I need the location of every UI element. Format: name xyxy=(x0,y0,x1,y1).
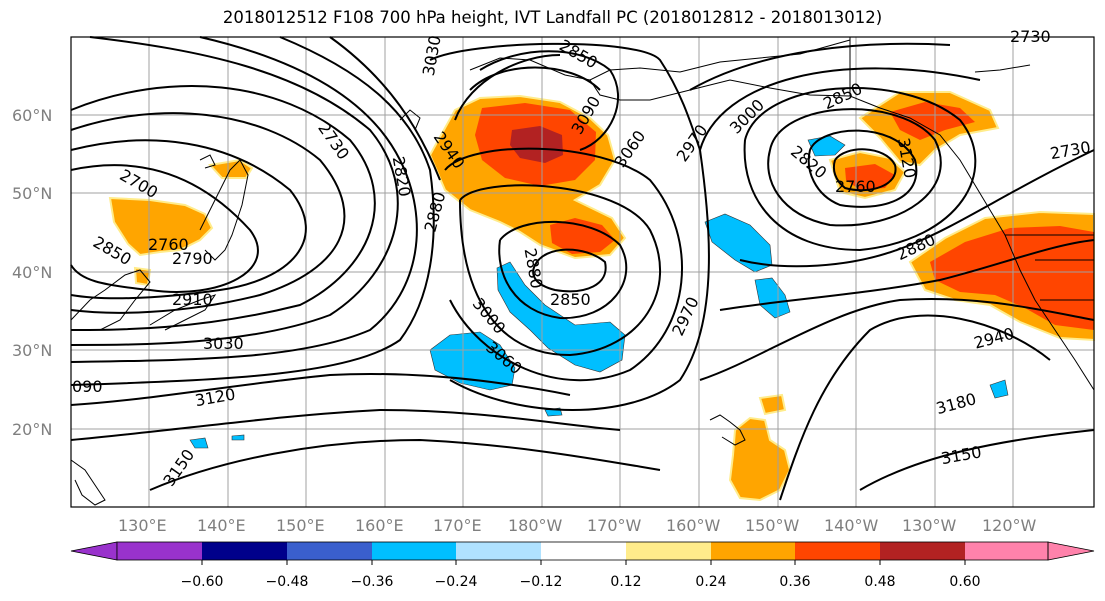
ivt-positive-region xyxy=(550,218,615,254)
contour-label: 2910 xyxy=(172,290,213,309)
colorbar-tick-label: −0.24 xyxy=(435,574,478,590)
lat-label: 60°N xyxy=(12,106,52,125)
contour-label: 3030 xyxy=(203,334,244,353)
colorbar-bin xyxy=(456,542,541,560)
colorbar-tick-label: 0.36 xyxy=(779,574,810,590)
colorbar-bin xyxy=(711,542,796,560)
colorbar-bin xyxy=(372,542,457,560)
lon-label: 130°E xyxy=(118,516,167,535)
contour-label: 2850 xyxy=(550,290,591,309)
lon-label: 180°W xyxy=(508,516,563,535)
colorbar-bin xyxy=(880,542,965,560)
colorbar-bin xyxy=(202,542,287,560)
lon-label: 150°W xyxy=(745,516,800,535)
colorbar-tick-label: 0.48 xyxy=(864,574,895,590)
colorbar-min-extend xyxy=(70,541,118,561)
ivt-positive-region xyxy=(108,196,214,257)
colorbar-tick-label: 0.24 xyxy=(695,574,726,590)
map-panel: 2700 2850 2760 2790 2910 3030 3120 3150 … xyxy=(70,27,1095,508)
lon-label: 120°W xyxy=(982,516,1037,535)
colorbar-bin xyxy=(795,542,880,560)
colorbar-tick-label: 0.12 xyxy=(610,574,641,590)
colorbar-tick-label: −0.12 xyxy=(520,574,563,590)
colorbar-tick-label: 0.60 xyxy=(949,574,980,590)
ivt-positive-region xyxy=(510,126,563,163)
lon-label: 140°W xyxy=(824,516,879,535)
ivt-positive-region xyxy=(845,164,895,190)
ivt-positive-region xyxy=(930,226,1094,330)
ivt-positive-region xyxy=(890,102,975,140)
contour-label: 2760 xyxy=(835,177,876,196)
lat-label: 40°N xyxy=(12,263,52,282)
colorbar-bin xyxy=(287,542,372,560)
colorbar-tick-label: −0.36 xyxy=(351,574,394,590)
colorbar-max-extend xyxy=(1047,541,1095,561)
colorbar: −0.60 −0.48 −0.36 −0.24 −0.12 0.12 0.24 … xyxy=(70,541,1095,590)
colorbar-bin xyxy=(541,542,626,560)
lat-label: 30°N xyxy=(12,341,52,360)
colorbar-tick-label: −0.48 xyxy=(266,574,309,590)
lon-label: 140°E xyxy=(197,516,246,535)
lon-label: 150°E xyxy=(276,516,325,535)
lon-label: 170°W xyxy=(587,516,642,535)
contour-label: 090 xyxy=(72,377,103,396)
ivt-negative-region xyxy=(496,261,626,373)
ivt-positive-region xyxy=(728,416,792,502)
longitude-labels: 130°E 140°E 150°E 160°E 170°E 180°W 170°… xyxy=(118,516,1037,535)
lat-label: 20°N xyxy=(12,420,52,439)
height-contours xyxy=(70,36,1095,501)
ivt-positive-region xyxy=(758,393,787,416)
latitude-labels: 60°N 50°N 40°N 30°N 20°N xyxy=(12,106,52,439)
colorbar-bin xyxy=(626,542,711,560)
map-title: 2018012512 F108 700 hPa height, IVT Land… xyxy=(222,8,883,27)
colorbar-tick-label: −0.60 xyxy=(181,574,224,590)
contour-label: 2760 xyxy=(148,235,189,254)
ivt-negative-region xyxy=(189,437,209,449)
colorbar-bin xyxy=(117,542,202,560)
lon-label: 170°E xyxy=(433,516,482,535)
contour-label: 2790 xyxy=(172,249,213,268)
lon-label: 130°W xyxy=(902,516,957,535)
lon-label: 160°E xyxy=(355,516,404,535)
ivt-negative-region xyxy=(231,434,245,441)
ivt-negative-region xyxy=(989,379,1009,399)
lat-label: 50°N xyxy=(12,184,52,203)
colorbar-bin xyxy=(965,542,1048,560)
lon-label: 160°W xyxy=(666,516,721,535)
